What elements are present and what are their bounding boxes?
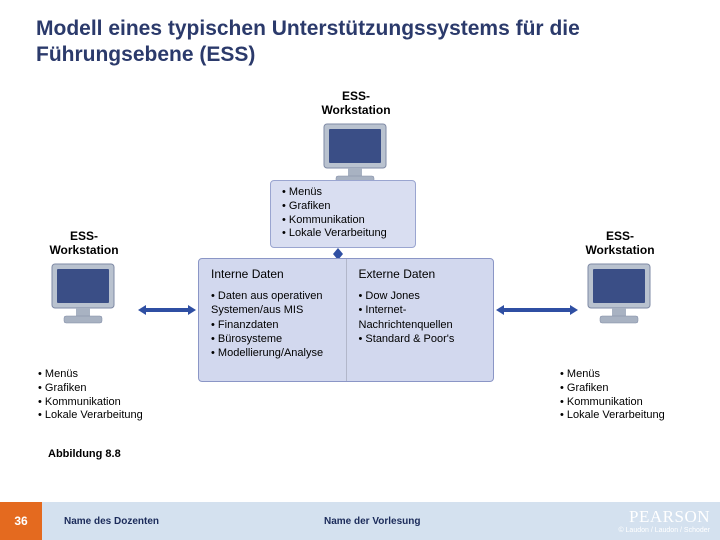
arrow-left-icon — [138, 302, 196, 318]
feature-item: Kommunikation — [282, 214, 387, 228]
ess-diagram: ESS-Workstation MenüsGrafikenKommunikati… — [0, 90, 720, 450]
feature-item: Kommunikation — [560, 396, 665, 410]
data-item: Daten aus operativen Systemen/aus MIS — [211, 289, 336, 318]
workstation-right: ESS-Workstation — [582, 230, 658, 333]
monitor-icon — [582, 262, 658, 328]
feature-item: Lokale Verarbeitung — [38, 409, 143, 423]
features-left: MenüsGrafikenKommunikationLokale Verarbe… — [38, 368, 143, 423]
data-item: Modellierung/Analyse — [211, 346, 336, 360]
data-col-internal: Interne Daten Daten aus operativen Syste… — [199, 259, 346, 381]
data-col-external-list: Dow JonesInternet-NachrichtenquellenStan… — [359, 289, 484, 346]
data-item: Internet-Nachrichtenquellen — [359, 303, 484, 332]
feature-item: Lokale Verarbeitung — [560, 409, 665, 423]
data-box: Interne Daten Daten aus operativen Syste… — [198, 258, 494, 382]
workstation-left-label: ESS-Workstation — [46, 230, 122, 258]
feature-item: Grafiken — [282, 200, 387, 214]
slide-title: Modell eines typischen Unterstützungssys… — [36, 16, 696, 69]
data-col-external: Externe Daten Dow JonesInternet-Nachrich… — [346, 259, 494, 381]
feature-item: Grafiken — [560, 382, 665, 396]
data-item: Standard & Poor's — [359, 332, 484, 346]
workstation-left: ESS-Workstation — [46, 230, 122, 333]
workstation-top-label: ESS-Workstation — [318, 90, 394, 118]
workstation-top: ESS-Workstation — [318, 90, 394, 193]
feature-item: Menüs — [282, 186, 387, 200]
features-right: MenüsGrafikenKommunikationLokale Verarbe… — [560, 368, 665, 423]
feature-item: Grafiken — [38, 382, 143, 396]
slide-number: 36 — [0, 502, 42, 540]
arrow-right-icon — [496, 302, 578, 318]
publisher-logo: PEARSON © Laudon / Laudon / Schoder — [618, 507, 710, 534]
monitor-icon — [318, 122, 394, 188]
footer-lecture: Name der Vorlesung — [324, 516, 544, 527]
figure-caption: Abbildung 8.8 — [48, 448, 121, 460]
workstation-right-label: ESS-Workstation — [582, 230, 658, 258]
data-col-internal-list: Daten aus operativen Systemen/aus MISFin… — [211, 289, 336, 360]
publisher-logo-text: PEARSON — [618, 507, 710, 527]
data-item: Bürosysteme — [211, 332, 336, 346]
publisher-copyright: © Laudon / Laudon / Schoder — [618, 527, 710, 534]
data-item: Finanzdaten — [211, 318, 336, 332]
feature-item: Kommunikation — [38, 396, 143, 410]
feature-item: Lokale Verarbeitung — [282, 227, 387, 241]
feature-item: Menüs — [560, 368, 665, 382]
slide-footer: 36 Name des Dozenten Name der Vorlesung … — [0, 502, 720, 540]
features-top: MenüsGrafikenKommunikationLokale Verarbe… — [282, 186, 387, 241]
feature-item: Menüs — [38, 368, 143, 382]
data-col-internal-title: Interne Daten — [211, 267, 336, 281]
footer-lecturer: Name des Dozenten — [64, 516, 284, 527]
data-item: Dow Jones — [359, 289, 484, 303]
data-col-external-title: Externe Daten — [359, 267, 484, 281]
monitor-icon — [46, 262, 122, 328]
